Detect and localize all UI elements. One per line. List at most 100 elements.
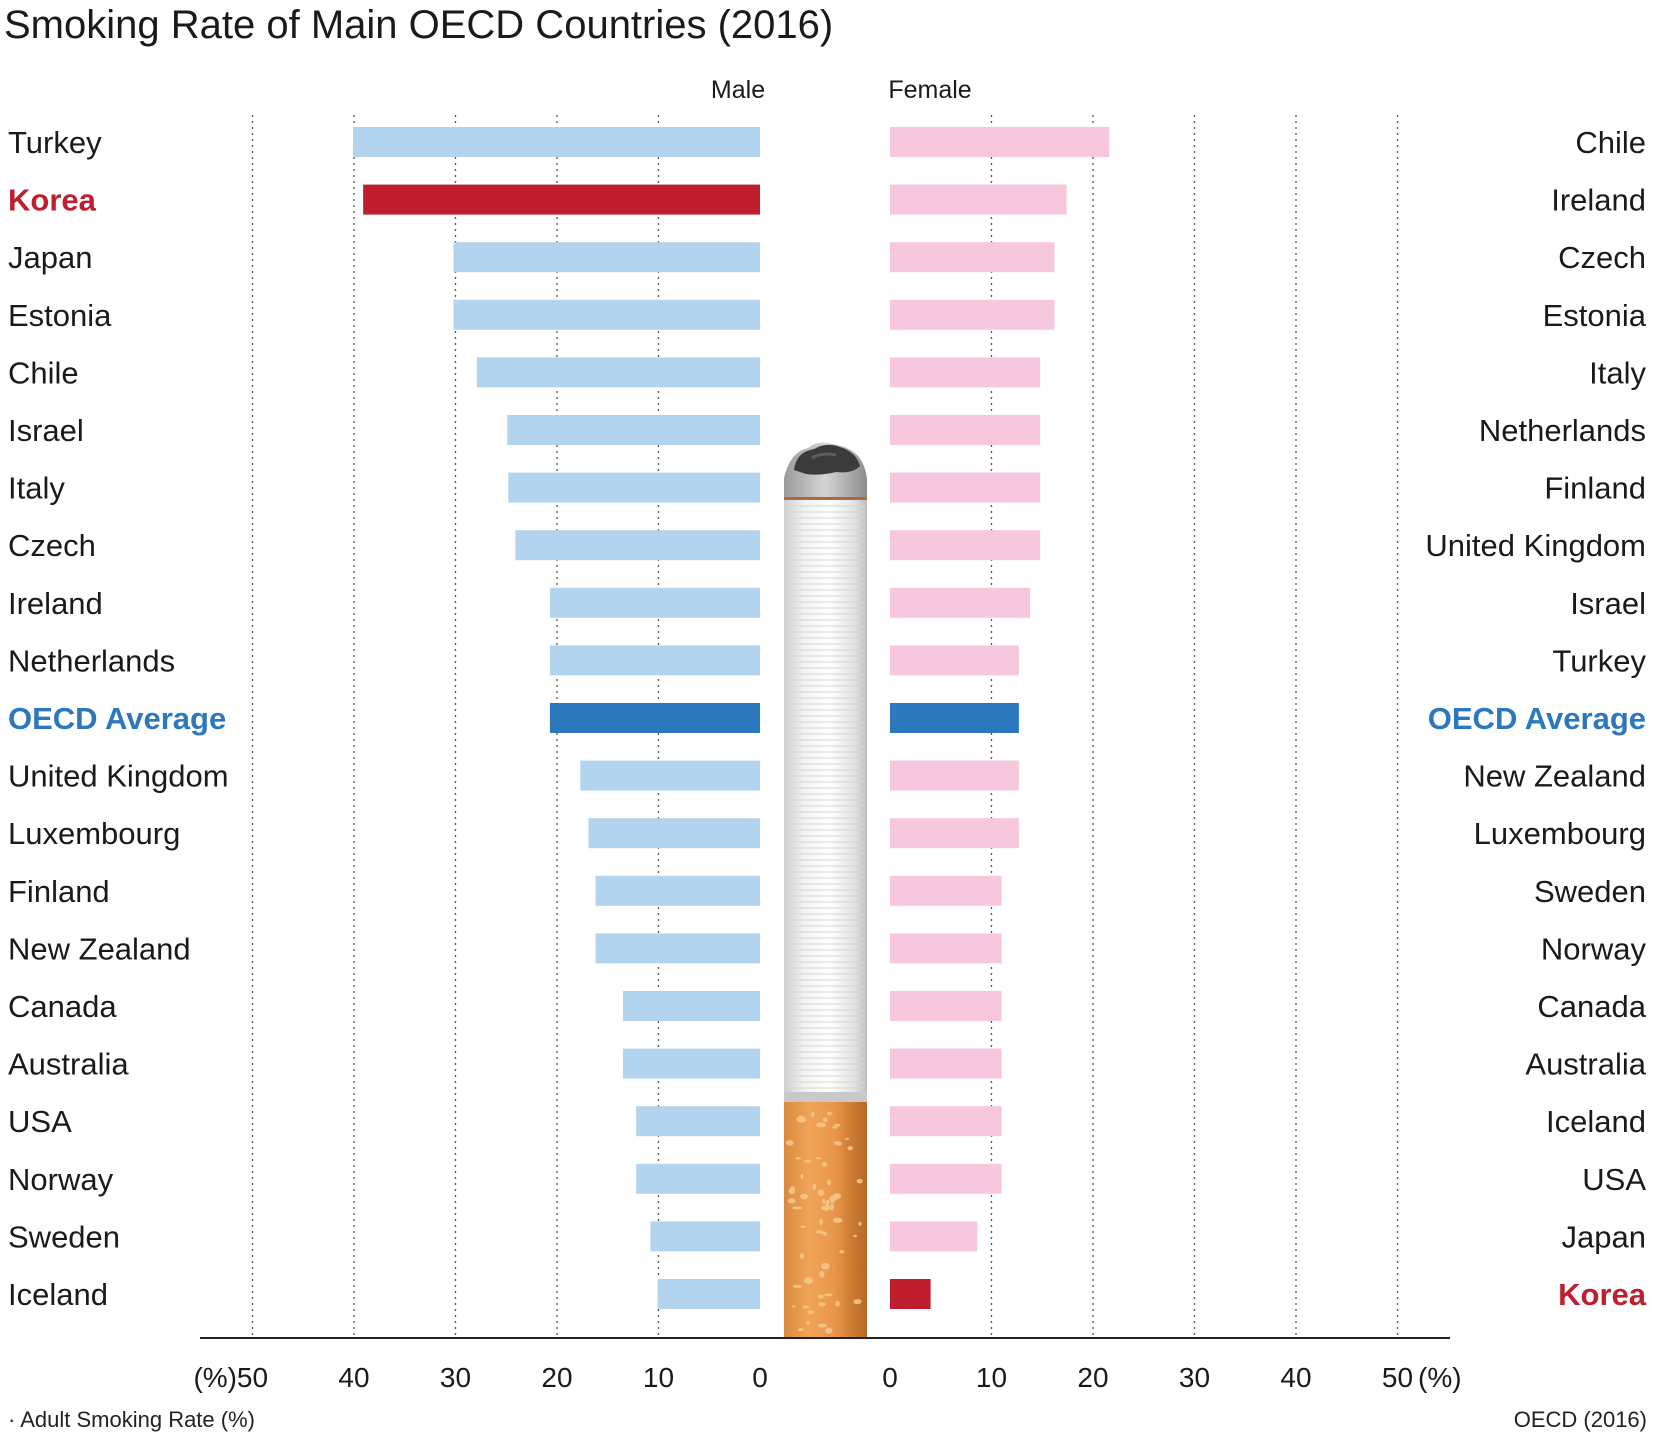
- male-bar-iceland: [657, 1279, 760, 1309]
- male-bar-chile: [476, 357, 760, 388]
- male-country-label-oecd-average: OECD Average: [8, 701, 226, 736]
- male-bar-estonia: [453, 299, 760, 330]
- female-tick-label-40: 40: [1280, 1362, 1311, 1393]
- male-country-label-turkey: Turkey: [8, 125, 102, 160]
- female-country-label-norway: Norway: [1541, 931, 1647, 966]
- female-country-label-iceland: Iceland: [1546, 1104, 1646, 1139]
- female-bar-israel: [890, 587, 1031, 618]
- male-bar-italy: [508, 472, 760, 503]
- male-bar-united-kingdom: [580, 760, 760, 791]
- male-bar-czech: [515, 530, 760, 561]
- tick-labels: 0 0 10 10 20 20 30 30 40 40 50 50: [237, 1362, 1413, 1393]
- male-bar-turkey: [352, 127, 760, 157]
- female-country-label-turkey: Turkey: [1552, 643, 1646, 678]
- female-series-label: Female: [888, 76, 971, 104]
- female-bar-czech: [890, 242, 1055, 273]
- female-country-label-netherlands: Netherlands: [1479, 413, 1646, 448]
- female-bar-netherlands: [890, 415, 1041, 445]
- footnote-source: OECD (2016): [1513, 1407, 1647, 1432]
- female-country-label-israel: Israel: [1570, 586, 1646, 621]
- female-bar-new-zealand: [890, 760, 1019, 791]
- male-bar-luxembourg: [588, 818, 760, 849]
- male-country-label-netherlands: Netherlands: [8, 643, 175, 678]
- male-tick-label-10: 10: [643, 1362, 674, 1393]
- female-bar-norway: [890, 933, 1002, 964]
- female-bar-italy: [890, 357, 1041, 388]
- male-country-label-ireland: Ireland: [8, 586, 103, 621]
- male-country-label-usa: USA: [8, 1104, 72, 1139]
- unit-label-right: (%): [1418, 1362, 1462, 1393]
- female-bar-sweden: [890, 875, 1002, 906]
- male-country-label-israel: Israel: [8, 413, 84, 448]
- female-bars: [890, 127, 1110, 1309]
- male-bar-korea: [363, 184, 760, 215]
- female-bar-ireland: [890, 184, 1067, 215]
- female-bar-korea: [890, 1279, 931, 1309]
- female-bar-turkey: [890, 645, 1019, 676]
- female-country-label-new-zealand: New Zealand: [1463, 759, 1646, 794]
- female-tick-label-10: 10: [976, 1362, 1007, 1393]
- male-country-label-canada: Canada: [8, 989, 117, 1024]
- male-bar-norway: [636, 1163, 760, 1194]
- female-country-label-united-kingdom: United Kingdom: [1425, 528, 1646, 563]
- male-country-label-japan: Japan: [8, 240, 92, 275]
- female-bar-finland: [890, 472, 1041, 503]
- female-country-label-czech: Czech: [1558, 240, 1646, 275]
- female-country-label-italy: Italy: [1589, 355, 1646, 390]
- male-country-label-finland: Finland: [8, 874, 110, 909]
- cigarette-icon: [784, 442, 867, 1338]
- footnote-note: · Adult Smoking Rate (%): [8, 1407, 255, 1432]
- female-bar-japan: [890, 1221, 978, 1252]
- male-bar-israel: [507, 415, 760, 445]
- male-country-label-norway: Norway: [8, 1162, 114, 1197]
- female-bar-iceland: [890, 1106, 1002, 1137]
- male-series-label: Male: [711, 76, 765, 104]
- male-country-label-sweden: Sweden: [8, 1219, 120, 1254]
- female-tick-label-50: 50: [1382, 1362, 1413, 1393]
- male-country-labels: Turkey Korea Japan Estonia Chile Israel Italy C…: [8, 125, 229, 1312]
- male-tick-label-0: 0: [752, 1362, 768, 1393]
- female-country-label-korea: Korea: [1558, 1277, 1647, 1312]
- male-tick-label-40: 40: [338, 1362, 369, 1393]
- female-bar-usa: [890, 1163, 1002, 1194]
- female-country-labels: Chile Ireland Czech Estonia Italy Netherlands…: [1425, 125, 1646, 1312]
- female-country-label-usa: USA: [1582, 1162, 1646, 1197]
- male-country-label-luxembourg: Luxembourg: [8, 816, 180, 851]
- female-country-label-ireland: Ireland: [1551, 183, 1646, 218]
- female-country-label-oecd-average: OECD Average: [1428, 701, 1646, 736]
- male-bar-finland: [595, 875, 760, 906]
- female-country-label-luxembourg: Luxembourg: [1474, 816, 1646, 851]
- female-country-label-japan: Japan: [1562, 1219, 1646, 1254]
- female-bar-australia: [890, 1048, 1002, 1079]
- male-bar-canada: [622, 991, 760, 1021]
- male-country-label-united-kingdom: United Kingdom: [8, 759, 229, 794]
- male-bars: [352, 127, 760, 1309]
- male-bar-oecd-average: [549, 703, 760, 733]
- female-country-label-sweden: Sweden: [1534, 874, 1646, 909]
- male-tick-label-20: 20: [541, 1362, 572, 1393]
- male-country-label-italy: Italy: [8, 471, 65, 506]
- male-bar-netherlands: [549, 645, 760, 676]
- female-country-label-australia: Australia: [1525, 1047, 1646, 1082]
- male-country-label-new-zealand: New Zealand: [8, 931, 191, 966]
- male-country-label-australia: Australia: [8, 1047, 129, 1082]
- male-country-label-czech: Czech: [8, 528, 96, 563]
- female-tick-label-30: 30: [1179, 1362, 1210, 1393]
- male-country-label-korea: Korea: [8, 183, 97, 218]
- male-bar-japan: [453, 242, 760, 273]
- female-bar-united-kingdom: [890, 530, 1041, 561]
- male-tick-label-30: 30: [440, 1362, 471, 1393]
- male-tick-label-50: 50: [237, 1362, 268, 1393]
- male-bar-australia: [622, 1048, 760, 1079]
- female-country-label-finland: Finland: [1544, 471, 1646, 506]
- male-bar-new-zealand: [595, 933, 760, 964]
- male-bar-ireland: [549, 587, 760, 618]
- male-country-label-iceland: Iceland: [8, 1277, 108, 1312]
- female-bar-oecd-average: [890, 703, 1019, 733]
- female-tick-label-0: 0: [882, 1362, 898, 1393]
- female-country-label-chile: Chile: [1575, 125, 1646, 160]
- male-country-label-estonia: Estonia: [8, 298, 112, 333]
- unit-label-left: (%): [193, 1362, 237, 1393]
- male-country-label-chile: Chile: [8, 355, 79, 390]
